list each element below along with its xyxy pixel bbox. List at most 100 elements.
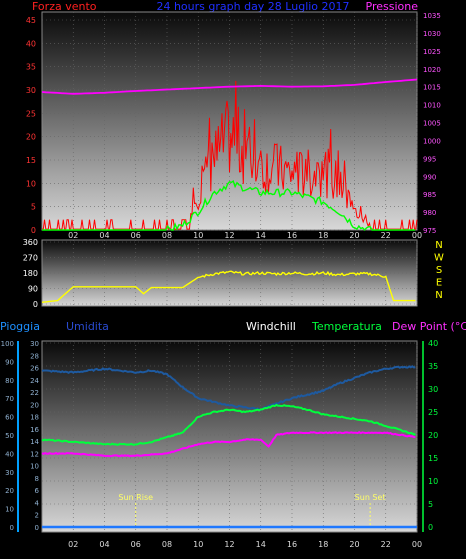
hour-tick-label: 16 [287,231,297,240]
humidity-tick-label: 22 [30,389,39,397]
compass-label: W [434,253,444,264]
temperature-tick-label: 5 [428,500,433,509]
wind-tick-label: 5 [31,203,36,212]
wind-tick-label: 25 [26,109,36,118]
hour-tick-label: 22 [381,540,391,549]
pressure-axis-title: Pressione [366,0,419,13]
hour-x-axis-bottom: 02 04 06 08 10 12 14 16 18 20 22 00 [68,540,422,549]
wind-tick-label: 20 [26,133,36,142]
sunrise-label: Sun Rise [118,493,153,502]
humidity-tick-label: 16 [30,426,39,434]
temperature-tick-label: 0 [428,523,433,532]
temperature-tick-label: 20 [428,431,438,440]
hour-tick-label: 04 [99,231,109,240]
humidity-tick-label: 14 [30,438,39,446]
humidity-tick-label: 2 [35,512,39,520]
pressure-tick-label: 985 [423,191,436,199]
humidity-tick-label: 18 [30,414,39,422]
humidity-tick-label: 6 [35,487,40,495]
humidity-tick-label: 10 [30,463,39,471]
pressure-tick-label: 1035 [423,12,441,20]
temperature-line [41,403,416,446]
rain-tick-label: 80 [5,377,14,385]
direction-tick-label: 360 [23,238,38,247]
temperature-humidity-plot-area [41,340,418,533]
rain-legend: Pioggia [0,320,40,333]
humidity-line [41,365,416,412]
hour-tick-label: 10 [193,231,203,240]
wind-tick-label: 45 [26,16,36,25]
sun-markers: Sun Rise Sun Set [118,493,386,525]
sunset-label: Sun Set [355,493,386,502]
pressure-tick-label: 1010 [423,102,441,110]
humidity-tick-label: 12 [30,450,39,458]
humidity-tick-label: 20 [30,401,39,409]
pressure-tick-label: 1030 [423,30,441,38]
temperature-tick-label: 35 [428,362,438,371]
pressure-tick-label: 980 [423,209,436,217]
temperature-tick-label: 10 [428,477,438,486]
compass-label: N [435,240,442,251]
wind-direction-line [41,270,416,303]
dewpoint-line [41,431,416,458]
pressure-tick-label: 1005 [423,120,441,128]
rain-tick-label: 0 [10,524,14,532]
hour-tick-label: 14 [256,540,266,549]
wind-average-line [42,179,416,232]
pressure-tick-label: 995 [423,155,436,163]
pressure-tick-label: 1015 [423,84,441,92]
rain-tick-label: 50 [5,432,14,440]
hour-tick-label: 18 [318,231,328,240]
hour-tick-label: 02 [68,231,78,240]
pressure-tick-label: 975 [423,227,436,235]
humidity-tick-label: 0 [35,524,39,532]
humidity-tick-label: 28 [30,352,39,360]
wind-tick-label: 0 [31,226,36,235]
pressure-y-axis: 975 980 985 990 995 1000 1005 1010 1015 1020 1025 1… [423,12,441,235]
humidity-tick-label: 8 [35,475,39,483]
hour-tick-label: 02 [68,540,78,549]
temperature-tick-label: 40 [428,339,438,348]
wind-pressure-grid [42,12,418,231]
hour-tick-label: 06 [131,540,141,549]
hour-tick-label: 06 [131,231,141,240]
direction-tick-label: 90 [28,285,38,294]
hour-tick-label: 04 [99,540,109,549]
compass-label: E [436,278,442,289]
hour-tick-label: 10 [193,540,203,549]
wind-speed-line [42,80,418,230]
wind-tick-label: 35 [26,63,36,72]
rain-tick-label: 40 [5,450,14,458]
pressure-tick-label: 1020 [423,66,441,74]
compass-label: N [435,290,442,301]
temperature-y-axis: 0 5 10 15 20 25 30 35 40 [422,339,438,532]
direction-tick-label: 0 [33,300,38,309]
humidity-tick-label: 26 [30,365,39,373]
direction-y-axis: 0 90 180 270 360 [23,238,38,309]
hour-tick-label: 12 [224,540,234,549]
windchill-legend: Windchill [246,320,296,333]
hour-tick-label: 16 [287,540,297,549]
temperature-humidity-series [41,365,417,529]
hour-tick-label: 14 [256,231,266,240]
rain-tick-label: 60 [5,414,14,422]
temperature-legend: Temperatura [311,320,382,333]
wind-tick-label: 15 [26,156,36,165]
chart-title: 24 hours graph day 28 Luglio 2017 [156,0,349,13]
dewpoint-legend: Dew Point (°C) [392,320,466,333]
pressure-tick-label: 1025 [423,48,441,56]
hour-tick-label: 00 [412,231,422,240]
wind-pressure-series [41,78,418,232]
hour-tick-label: 18 [318,540,328,549]
pressure-tick-label: 1000 [423,137,441,145]
rain-tick-label: 10 [5,506,14,514]
rain-tick-label: 30 [5,469,14,477]
direction-tick-label: 180 [23,269,38,278]
wind-tick-label: 40 [26,39,36,48]
humidity-tick-label: 4 [35,499,40,507]
